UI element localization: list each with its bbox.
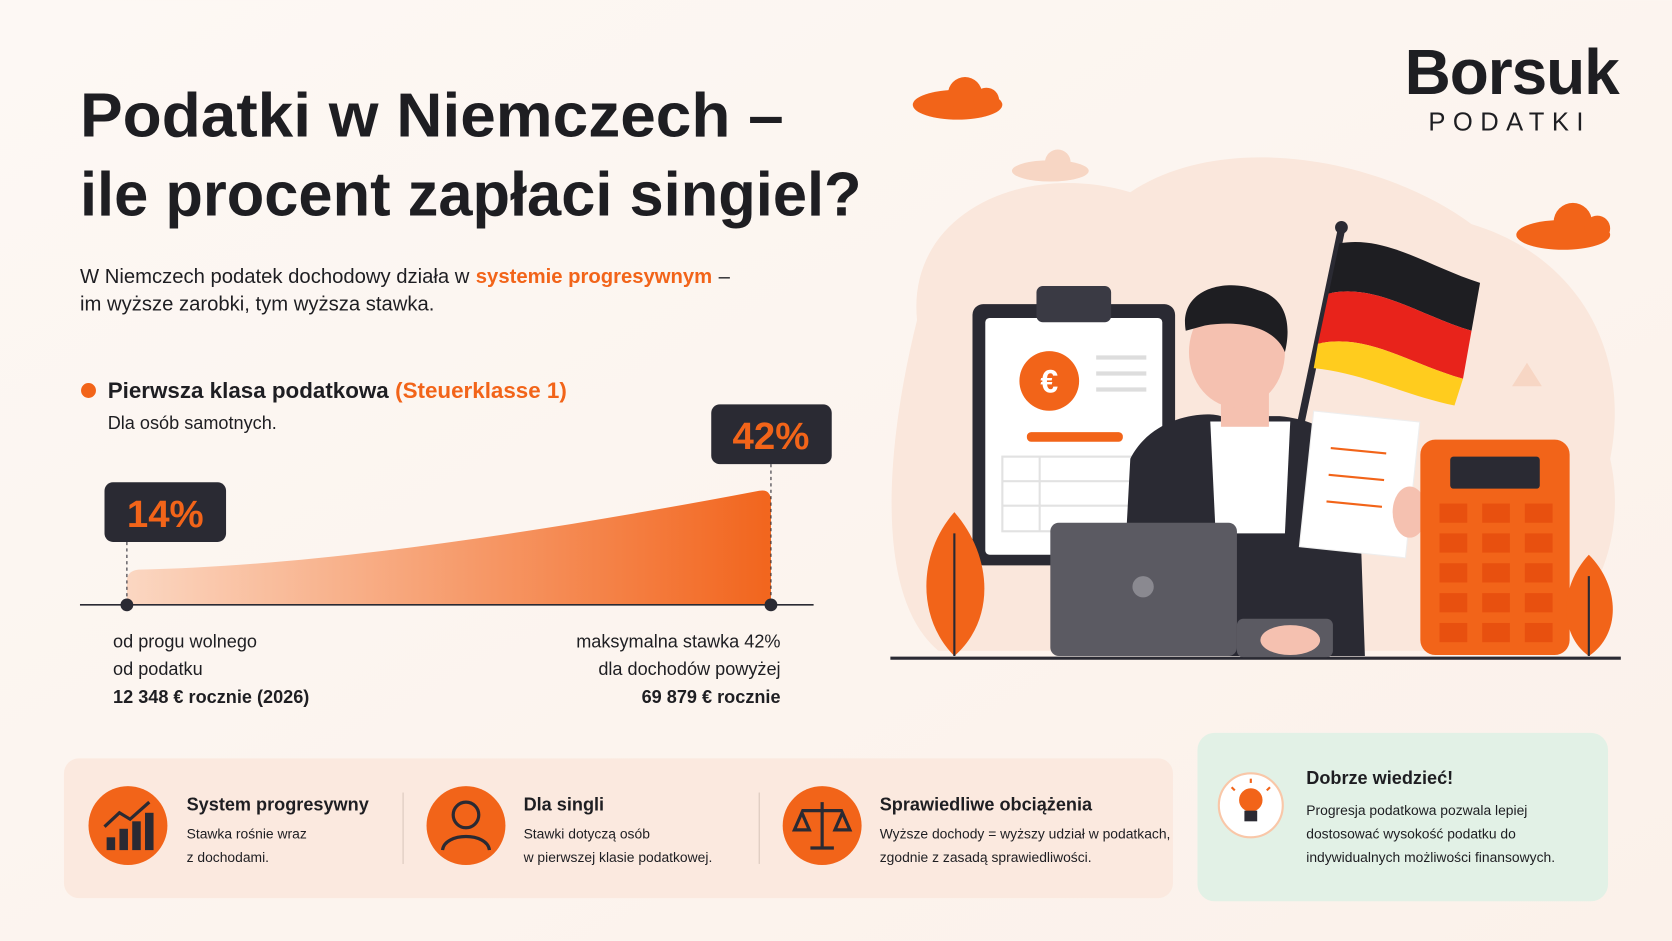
max-label: dla dochodów powyżej <box>598 659 780 679</box>
rate-badge <box>104 482 227 542</box>
feature-text: zgodnie z zasadą sprawiedliwości. <box>880 849 1092 865</box>
min-label: od podatku <box>113 659 203 679</box>
tip-text: indywidualnych możliwości finansowych. <box>1306 849 1555 865</box>
intro-highlight: systemie progresywnym <box>476 266 712 288</box>
max-label: maksymalna stawka 42% <box>576 632 780 652</box>
tip-text: Progresja podatkowa pozwala lepiej <box>1306 802 1527 818</box>
tip-text: dostosować wysokość podatku do <box>1306 825 1516 841</box>
feature-text: z dochodami. <box>187 849 269 865</box>
max-label: 69 879 € rocznie <box>642 687 781 707</box>
logo-sub: PODATKI <box>1428 108 1591 136</box>
feature-text: Stawki dotyczą osób <box>524 825 651 841</box>
max-rate: 42% <box>733 415 810 458</box>
rate-badge <box>711 404 832 465</box>
feature-text: w pierwszej klasie podatkowej. <box>523 849 713 865</box>
feature: System progresywny Stawka rośnie wraz z … <box>88 786 369 866</box>
tip-title: Dobrze wiedzieć! <box>1306 768 1453 788</box>
title: ile procent zapłaci singiel? <box>80 161 862 230</box>
feature-title: Sprawiedliwe obciążenia <box>880 795 1093 815</box>
min-label: 12 348 € rocznie (2026) <box>113 687 309 707</box>
point <box>764 598 778 612</box>
features-panel <box>63 758 1173 899</box>
intro: im wyższe zarobki, tym wyższa stawka. <box>80 294 434 316</box>
class-title: Pierwsza klasa podatkowa (Steuerklasse 1) <box>108 378 567 403</box>
logo-name: Borsuk <box>1405 36 1620 108</box>
class-highlight: (Steuerklasse 1) <box>395 378 567 403</box>
intro: W Niemczech podatek dochodowy działa w sy… <box>80 266 731 288</box>
feature-title: Dla singli <box>524 795 605 815</box>
intro-text: – <box>719 266 731 288</box>
feature-text: Stawka rośnie wraz <box>187 825 307 841</box>
feature-title: System progresywny <box>187 795 369 815</box>
class-name: Pierwsza klasa podatkowa <box>108 378 390 403</box>
tip-panel <box>1197 732 1609 902</box>
illustration: € <box>890 77 1621 660</box>
tip-icon <box>1217 772 1284 839</box>
min-label: od progu wolnego <box>113 632 257 652</box>
feature-text: Wyższe dochody = wyższy udział w podatka… <box>880 825 1171 841</box>
point <box>120 598 134 612</box>
title: Podatki w Niemczech – <box>80 82 784 151</box>
min-rate: 14% <box>127 493 204 536</box>
rate-ramp <box>126 490 771 605</box>
class-subtitle: Dla osób samotnych. <box>108 413 277 433</box>
feature: Sprawiedliwe obciążenia Wyższe dochody =… <box>782 786 1171 866</box>
feature: Dla singli Stawki dotyczą osób w pierwsz… <box>426 786 713 866</box>
svg-text:€: € <box>1040 364 1058 400</box>
bullet <box>81 383 96 398</box>
intro-text: W Niemczech podatek dochodowy działa w <box>80 266 470 288</box>
